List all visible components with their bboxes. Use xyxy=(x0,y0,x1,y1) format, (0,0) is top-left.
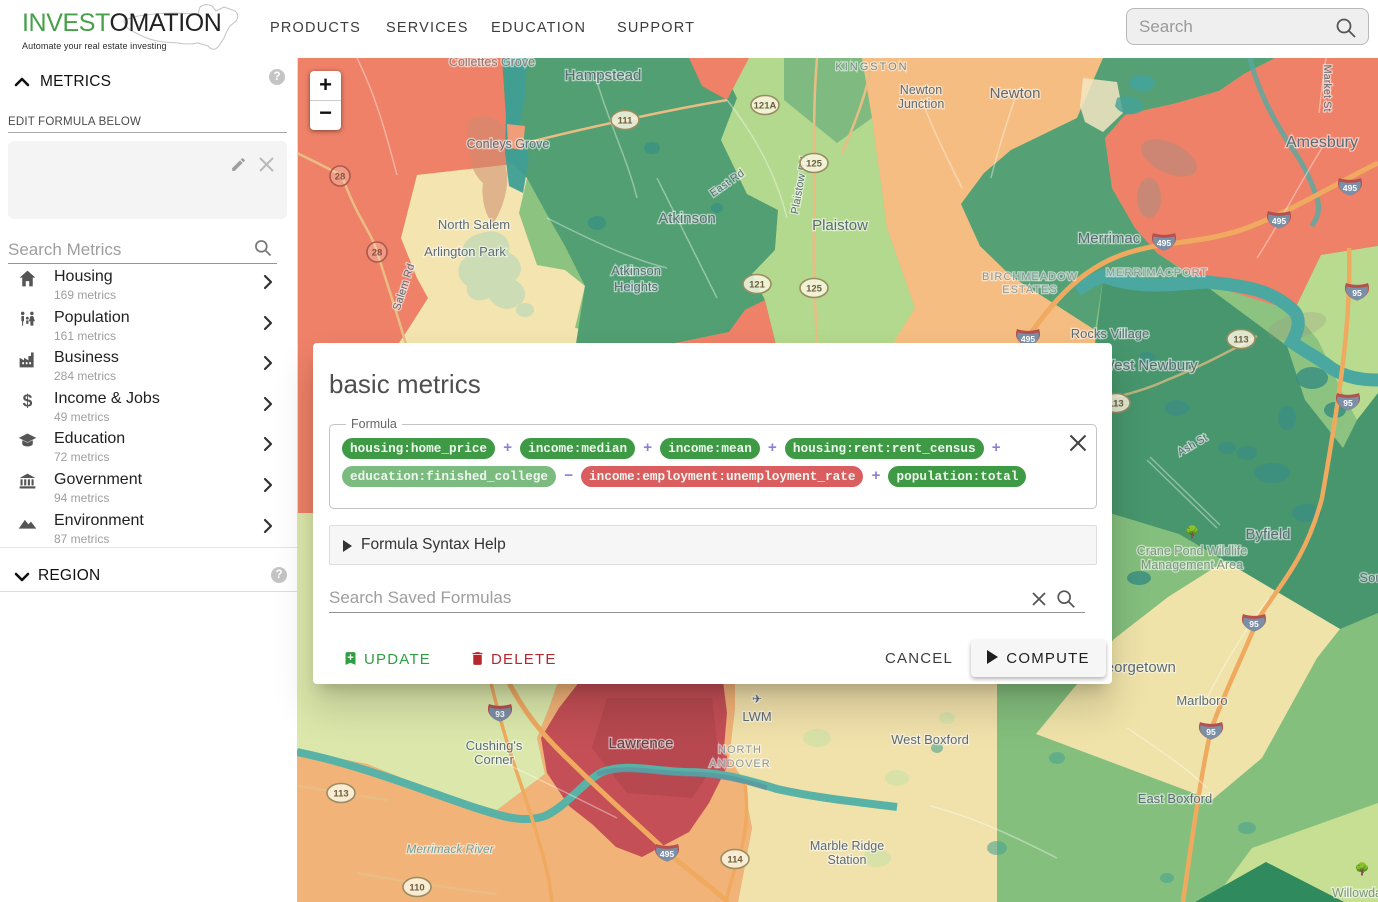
svg-text:NORTH: NORTH xyxy=(718,744,762,756)
svg-text:🌳: 🌳 xyxy=(1355,861,1370,876)
svg-text:113: 113 xyxy=(1108,399,1123,410)
svg-text:Corner: Corner xyxy=(474,752,514,767)
svg-text:495: 495 xyxy=(1272,216,1286,226)
svg-text:Collettes Grove: Collettes Grove xyxy=(449,58,535,69)
svg-text:Georgetown: Georgetown xyxy=(1094,659,1176,676)
svg-text:Rocks Village: Rocks Village xyxy=(1071,326,1150,341)
svg-text:Merrimack River: Merrimack River xyxy=(406,842,494,856)
svg-text:ESTATES: ESTATES xyxy=(1002,284,1058,296)
svg-text:North Salem: North Salem xyxy=(438,217,510,232)
svg-text:121: 121 xyxy=(749,280,766,291)
svg-text:LWM: LWM xyxy=(742,709,771,724)
svg-text:Cushing's: Cushing's xyxy=(466,738,523,753)
svg-text:Conleys Grove: Conleys Grove xyxy=(467,137,550,151)
svg-text:ANDOVER: ANDOVER xyxy=(709,758,770,770)
svg-text:113: 113 xyxy=(333,789,348,800)
svg-text:Arlington Park: Arlington Park xyxy=(424,244,506,259)
svg-text:Junction: Junction xyxy=(898,97,945,111)
svg-text:East Boxford: East Boxford xyxy=(1138,791,1212,806)
svg-text:Management Area: Management Area xyxy=(1141,558,1243,572)
svg-text:95: 95 xyxy=(1352,288,1362,298)
svg-text:111: 111 xyxy=(618,116,634,127)
svg-text:West Newbury: West Newbury xyxy=(1100,357,1198,374)
svg-text:Sou: Sou xyxy=(1359,570,1378,585)
svg-text:BIRCHMEADOW: BIRCHMEADOW xyxy=(982,271,1078,283)
svg-text:125: 125 xyxy=(806,284,823,295)
svg-text:Byfield: Byfield xyxy=(1245,526,1290,543)
svg-text:495: 495 xyxy=(660,849,674,859)
svg-text:Lawrence: Lawrence xyxy=(608,735,673,752)
svg-text:113: 113 xyxy=(1233,335,1248,346)
svg-text:Marlboro: Marlboro xyxy=(1176,693,1227,708)
svg-text:93: 93 xyxy=(495,709,505,719)
svg-text:125: 125 xyxy=(806,159,823,170)
svg-text:121A: 121A xyxy=(754,101,777,112)
svg-text:495: 495 xyxy=(1157,238,1171,248)
svg-text:West Boxford: West Boxford xyxy=(891,732,969,747)
svg-text:Hampstead: Hampstead xyxy=(565,67,642,84)
svg-text:Newton: Newton xyxy=(990,85,1041,102)
svg-text:Station: Station xyxy=(828,853,867,867)
svg-text:95: 95 xyxy=(1249,619,1259,629)
svg-text:KINGSTON: KINGSTON xyxy=(835,61,908,73)
svg-text:95: 95 xyxy=(1343,398,1353,408)
svg-text:495: 495 xyxy=(1343,183,1357,193)
svg-text:✈: ✈ xyxy=(752,692,762,706)
svg-text:Atkinson: Atkinson xyxy=(611,263,661,278)
svg-text:Crane Pond Wildlife: Crane Pond Wildlife xyxy=(1137,544,1248,558)
svg-text:28: 28 xyxy=(372,248,383,259)
svg-text:Heights: Heights xyxy=(614,279,659,294)
svg-text:🌳: 🌳 xyxy=(1185,524,1200,539)
svg-text:$: $ xyxy=(23,390,33,410)
svg-text:495: 495 xyxy=(1021,334,1035,344)
svg-text:Market St: Market St xyxy=(1321,64,1333,111)
svg-text:28: 28 xyxy=(335,172,346,183)
svg-text:110: 110 xyxy=(409,883,424,894)
svg-text:Plaistow: Plaistow xyxy=(812,217,868,234)
svg-text:Merrimac: Merrimac xyxy=(1078,230,1141,247)
svg-text:114: 114 xyxy=(727,855,743,866)
svg-text:Amesbury: Amesbury xyxy=(1286,134,1358,151)
svg-text:Willowda: Willowda xyxy=(1332,886,1378,900)
svg-text:Newton: Newton xyxy=(900,83,942,97)
svg-text:95: 95 xyxy=(1206,727,1216,737)
svg-text:MERRIMACPORT: MERRIMACPORT xyxy=(1106,267,1208,279)
svg-text:Atkinson: Atkinson xyxy=(658,210,716,227)
svg-text:Marble Ridge: Marble Ridge xyxy=(810,839,884,853)
